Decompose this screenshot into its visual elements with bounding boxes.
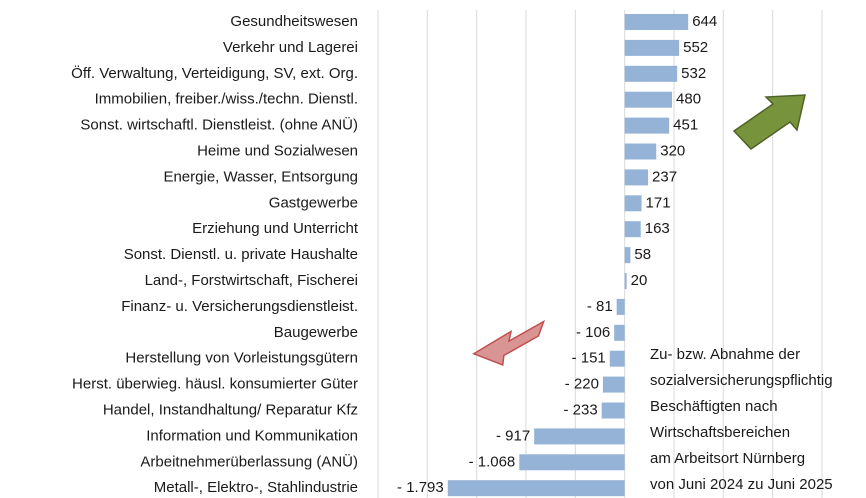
value-label: 20 (631, 272, 648, 289)
value-label: 451 (673, 117, 698, 134)
bar (624, 221, 641, 238)
category-label: Sonst. Dienstl. u. private Haushalte (124, 246, 358, 263)
up-arrow (732, 94, 806, 150)
bar (534, 428, 625, 445)
value-label: - 233 (563, 401, 597, 418)
value-label: 171 (646, 194, 671, 211)
category-label: Verkehr und Lagerei (223, 39, 358, 56)
bar (624, 143, 657, 160)
value-label: - 106 (576, 324, 610, 341)
annotation-line: Zu- bzw. Abnahme der (650, 346, 800, 363)
category-label: Metall-, Elektro-, Stahlindustrie (154, 479, 358, 496)
value-label: 480 (676, 91, 701, 108)
annotation-line: sozialversicherungspflichtig (650, 372, 833, 389)
bar (624, 39, 680, 56)
value-label: 532 (681, 65, 706, 82)
bar (624, 65, 678, 82)
value-label: 163 (645, 220, 670, 237)
value-label: - 81 (587, 298, 613, 315)
bar (447, 480, 625, 497)
bar (624, 195, 642, 212)
category-label: Finanz- u. Versicherungsdienstleist. (121, 298, 358, 315)
value-label: 237 (652, 168, 677, 185)
down-arrow (472, 319, 546, 366)
bar (609, 350, 625, 367)
category-label: Gastgewerbe (269, 194, 358, 211)
bar (601, 402, 625, 419)
bar (616, 298, 625, 315)
annotation-line: am Arbeitsort Nürnberg (650, 450, 805, 467)
category-label: Energie, Wasser, Entsorgung (163, 168, 358, 185)
category-label: Heime und Sozialwesen (197, 142, 358, 159)
bars (447, 14, 689, 497)
category-label: Öff. Verwaltung, Verteidigung, SV, ext. … (71, 64, 358, 82)
category-label: Herst. überwieg. häusl. konsumierter Güt… (72, 376, 358, 393)
bar (624, 14, 689, 30)
bar (624, 91, 673, 108)
bar (624, 117, 670, 134)
category-label: Baugewerbe (274, 324, 358, 341)
category-label: Erziehung und Unterricht (192, 220, 359, 237)
category-label: Information und Kommunikation (146, 427, 358, 444)
category-label: Arbeitnehmerüberlassung (ANÜ) (140, 452, 358, 470)
annotation-line: Beschäftigten nach (650, 398, 778, 415)
value-label: 552 (683, 39, 708, 56)
category-label: Sonst. wirtschaftl. Dienstleist. (ohne A… (80, 116, 358, 134)
category-label: Gesundheitswesen (230, 13, 358, 30)
value-label: 644 (692, 13, 717, 30)
value-label: - 1.068 (469, 453, 516, 470)
bar (624, 247, 631, 264)
bar (519, 454, 625, 471)
value-label: - 1.793 (397, 479, 444, 496)
category-label: Herstellung von Vorleistungsgütern (125, 350, 358, 367)
value-label: 58 (634, 246, 651, 263)
annotation-line: Wirtschaftsbereichen (650, 424, 790, 441)
bar (614, 324, 625, 341)
category-label: Immobilien, freiber./wiss./techn. Dienst… (95, 91, 358, 108)
value-label: - 220 (565, 376, 599, 393)
value-label: 320 (660, 142, 685, 159)
bar (624, 169, 649, 186)
value-label: - 917 (496, 427, 530, 444)
value-label: - 151 (572, 350, 606, 367)
bar (602, 376, 625, 393)
category-label: Handel, Instandhaltung/ Reparatur Kfz (103, 401, 358, 418)
category-label: Land-, Forstwirtschaft, Fischerei (145, 272, 358, 289)
bar (624, 273, 627, 289)
annotation-line: von Juni 2024 zu Juni 2025 (650, 476, 833, 493)
